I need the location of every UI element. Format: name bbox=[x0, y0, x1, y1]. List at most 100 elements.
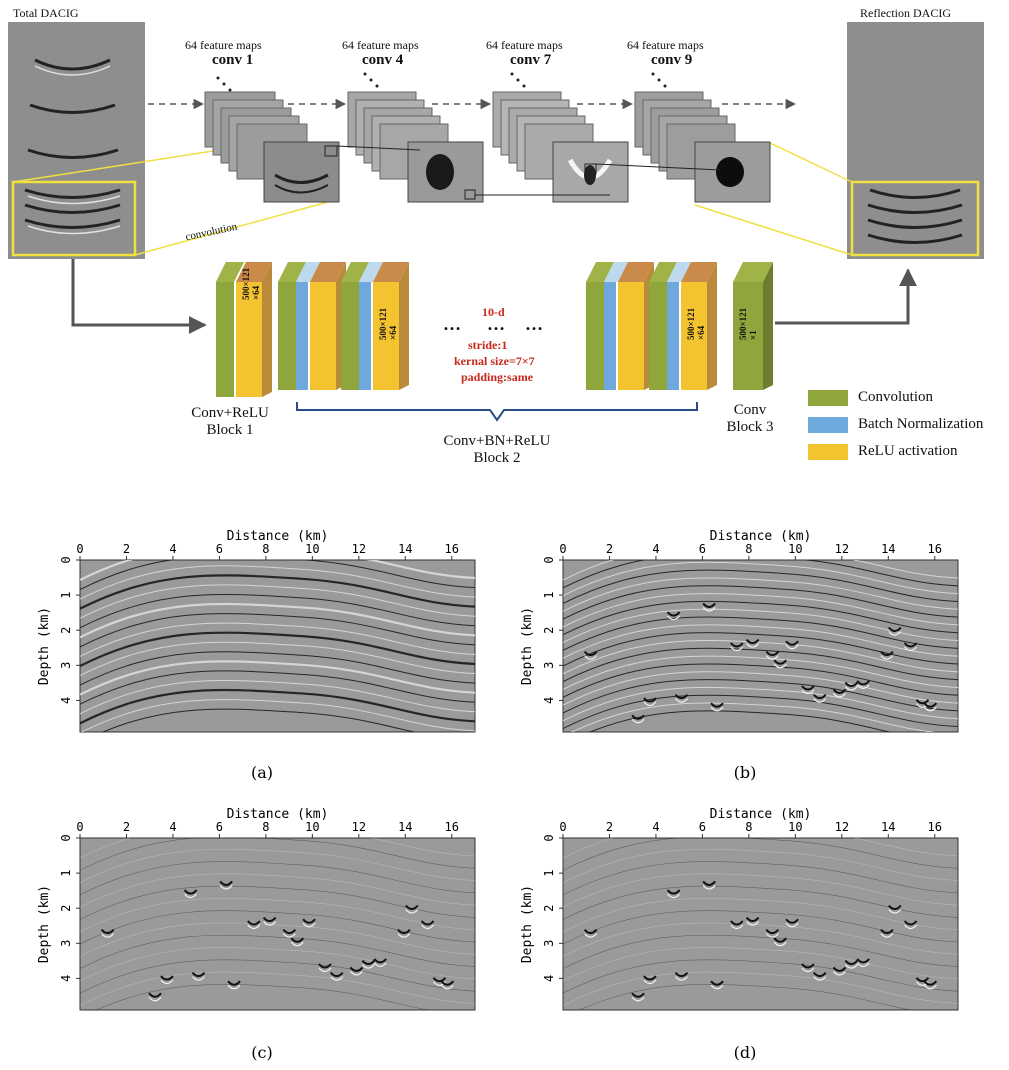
block-3-label: Conv Block 3 bbox=[715, 402, 785, 436]
panel-label-d: (d) bbox=[734, 1043, 757, 1062]
block-2-left bbox=[278, 262, 409, 390]
param-stride: stride:1 bbox=[468, 338, 508, 352]
input-dacig-panel bbox=[8, 22, 145, 259]
x-tick-label: 14 bbox=[881, 820, 895, 834]
y-axis-title: Depth (km) bbox=[37, 885, 52, 963]
stage-1-name: conv 1 bbox=[212, 52, 254, 68]
x-tick-label: 4 bbox=[652, 820, 659, 834]
output-title: Reflection DACIG bbox=[860, 6, 951, 20]
x-tick-label: 0 bbox=[76, 820, 83, 834]
y-tick-label: 3 bbox=[59, 662, 73, 669]
legend-swatch-convolution bbox=[808, 389, 848, 406]
y-tick-label: 1 bbox=[542, 591, 556, 598]
block-1-label: Conv+ReLU Block 1 bbox=[180, 405, 280, 439]
y-axis-title: Depth (km) bbox=[520, 607, 535, 685]
architecture-diagram bbox=[8, 22, 984, 422]
x-tick-label: 8 bbox=[262, 820, 269, 834]
block-2-label: Conv+BN+ReLU Block 2 bbox=[422, 433, 572, 467]
panel-c: Distance (km)Depth (km)0 2 4 6 8 10 12 14 160123… bbox=[37, 807, 476, 1062]
seismic-panels: Distance (km)Depth (km)0 2 4 6 8 10 12 14 160123… bbox=[37, 529, 959, 1062]
block-2-right bbox=[586, 262, 717, 390]
x-tick-label: 10 bbox=[305, 542, 319, 556]
feature-stack-2 bbox=[324, 91, 484, 203]
x-tick-label: 2 bbox=[123, 820, 130, 834]
param-kernel: kernal size=7×7 bbox=[454, 354, 535, 368]
legend: Convolution Batch Normalization ReLU act… bbox=[808, 389, 983, 460]
input-title: Total DACIG bbox=[13, 6, 79, 20]
y-tick-label: 4 bbox=[59, 975, 73, 982]
x-tick-label: 12 bbox=[352, 542, 366, 556]
x-tick-label: 6 bbox=[216, 820, 223, 834]
x-tick-label: 2 bbox=[606, 820, 613, 834]
x-tick-label: 6 bbox=[699, 542, 706, 556]
x-tick-label: 4 bbox=[169, 542, 176, 556]
feature-stack-1 bbox=[204, 91, 340, 203]
x-tick-label: 10 bbox=[788, 542, 802, 556]
x-tick-label: 14 bbox=[398, 542, 412, 556]
panel-d: Distance (km)Depth (km)0 2 4 6 8 10 12 14 160123… bbox=[520, 807, 959, 1062]
stage-3-name: conv 7 bbox=[510, 52, 552, 68]
block-3 bbox=[733, 262, 773, 390]
y-tick-label: 2 bbox=[59, 627, 73, 634]
y-tick-label: 4 bbox=[542, 697, 556, 704]
x-tick-label: 6 bbox=[216, 542, 223, 556]
block-2a-dims: 500×121 ×64 bbox=[378, 307, 398, 340]
x-axis-title: Distance (km) bbox=[227, 529, 329, 544]
x-tick-label: 12 bbox=[835, 542, 849, 556]
panel-label-c: (c) bbox=[251, 1043, 272, 1062]
y-tick-label: 4 bbox=[59, 697, 73, 704]
block-2-label-line1: Conv+BN+ReLU bbox=[443, 433, 551, 449]
x-tick-label: 0 bbox=[559, 542, 566, 556]
stage-2-name: conv 4 bbox=[362, 52, 404, 68]
x-tick-label: 16 bbox=[445, 542, 459, 556]
y-tick-label: 1 bbox=[59, 869, 73, 876]
x-tick-label: 4 bbox=[169, 820, 176, 834]
panel-a: Distance (km)Depth (km)0 2 4 6 8 10 12 14 160123… bbox=[37, 529, 476, 782]
param-depth: 10-d bbox=[482, 305, 505, 319]
y-tick-label: 0 bbox=[542, 556, 556, 563]
stage-1-maps: 64 feature maps bbox=[185, 38, 262, 52]
stage-4-maps: 64 feature maps bbox=[627, 38, 704, 52]
x-tick-label: 0 bbox=[559, 820, 566, 834]
x-axis-title: Distance (km) bbox=[710, 529, 812, 544]
panel-b: Distance (km)Depth (km)0 2 4 6 8 10 12 14 160123… bbox=[520, 529, 959, 782]
x-tick-label: 4 bbox=[652, 542, 659, 556]
legend-label-convolution: Convolution bbox=[858, 389, 934, 405]
block-2-label-line2: Block 2 bbox=[473, 450, 521, 466]
block-1 bbox=[216, 262, 272, 397]
x-tick-label: 12 bbox=[352, 820, 366, 834]
legend-item-bn: Batch Normalization bbox=[808, 416, 983, 433]
x-tick-label: 16 bbox=[928, 820, 942, 834]
param-padding: padding:same bbox=[461, 370, 534, 384]
feature-stack-4 bbox=[584, 91, 771, 203]
y-axis-title: Depth (km) bbox=[520, 885, 535, 963]
output-dacig-panel bbox=[847, 22, 984, 259]
legend-label-bn: Batch Normalization bbox=[858, 416, 984, 432]
x-tick-label: 8 bbox=[745, 542, 752, 556]
ellipsis-2: … bbox=[487, 314, 505, 334]
x-tick-label: 0 bbox=[76, 542, 83, 556]
block-1-label-line1: Conv+ReLU bbox=[191, 405, 269, 421]
y-tick-label: 2 bbox=[59, 905, 73, 912]
x-axis-title: Distance (km) bbox=[710, 807, 812, 822]
panel-label-a: (a) bbox=[251, 763, 273, 782]
y-tick-label: 1 bbox=[542, 869, 556, 876]
legend-swatch-bn bbox=[808, 416, 848, 433]
y-tick-label: 0 bbox=[59, 556, 73, 563]
x-axis-title: Distance (km) bbox=[227, 807, 329, 822]
legend-item-relu: ReLU activation bbox=[808, 443, 983, 460]
y-tick-label: 4 bbox=[542, 975, 556, 982]
y-axis-title: Depth (km) bbox=[37, 607, 52, 685]
x-tick-label: 8 bbox=[745, 820, 752, 834]
ellipsis-3: … bbox=[525, 314, 543, 334]
y-tick-label: 3 bbox=[59, 940, 73, 947]
ellipsis-1: … bbox=[443, 314, 461, 334]
x-tick-label: 8 bbox=[262, 542, 269, 556]
x-tick-label: 10 bbox=[305, 820, 319, 834]
block-3-dims: 500×121 ×1 bbox=[738, 307, 758, 340]
block-2-brace bbox=[296, 402, 698, 422]
block-2b-dims: 500×121 ×64 bbox=[686, 307, 706, 340]
x-tick-label: 16 bbox=[445, 820, 459, 834]
y-tick-label: 1 bbox=[59, 591, 73, 598]
legend-label-relu: ReLU activation bbox=[858, 443, 958, 459]
